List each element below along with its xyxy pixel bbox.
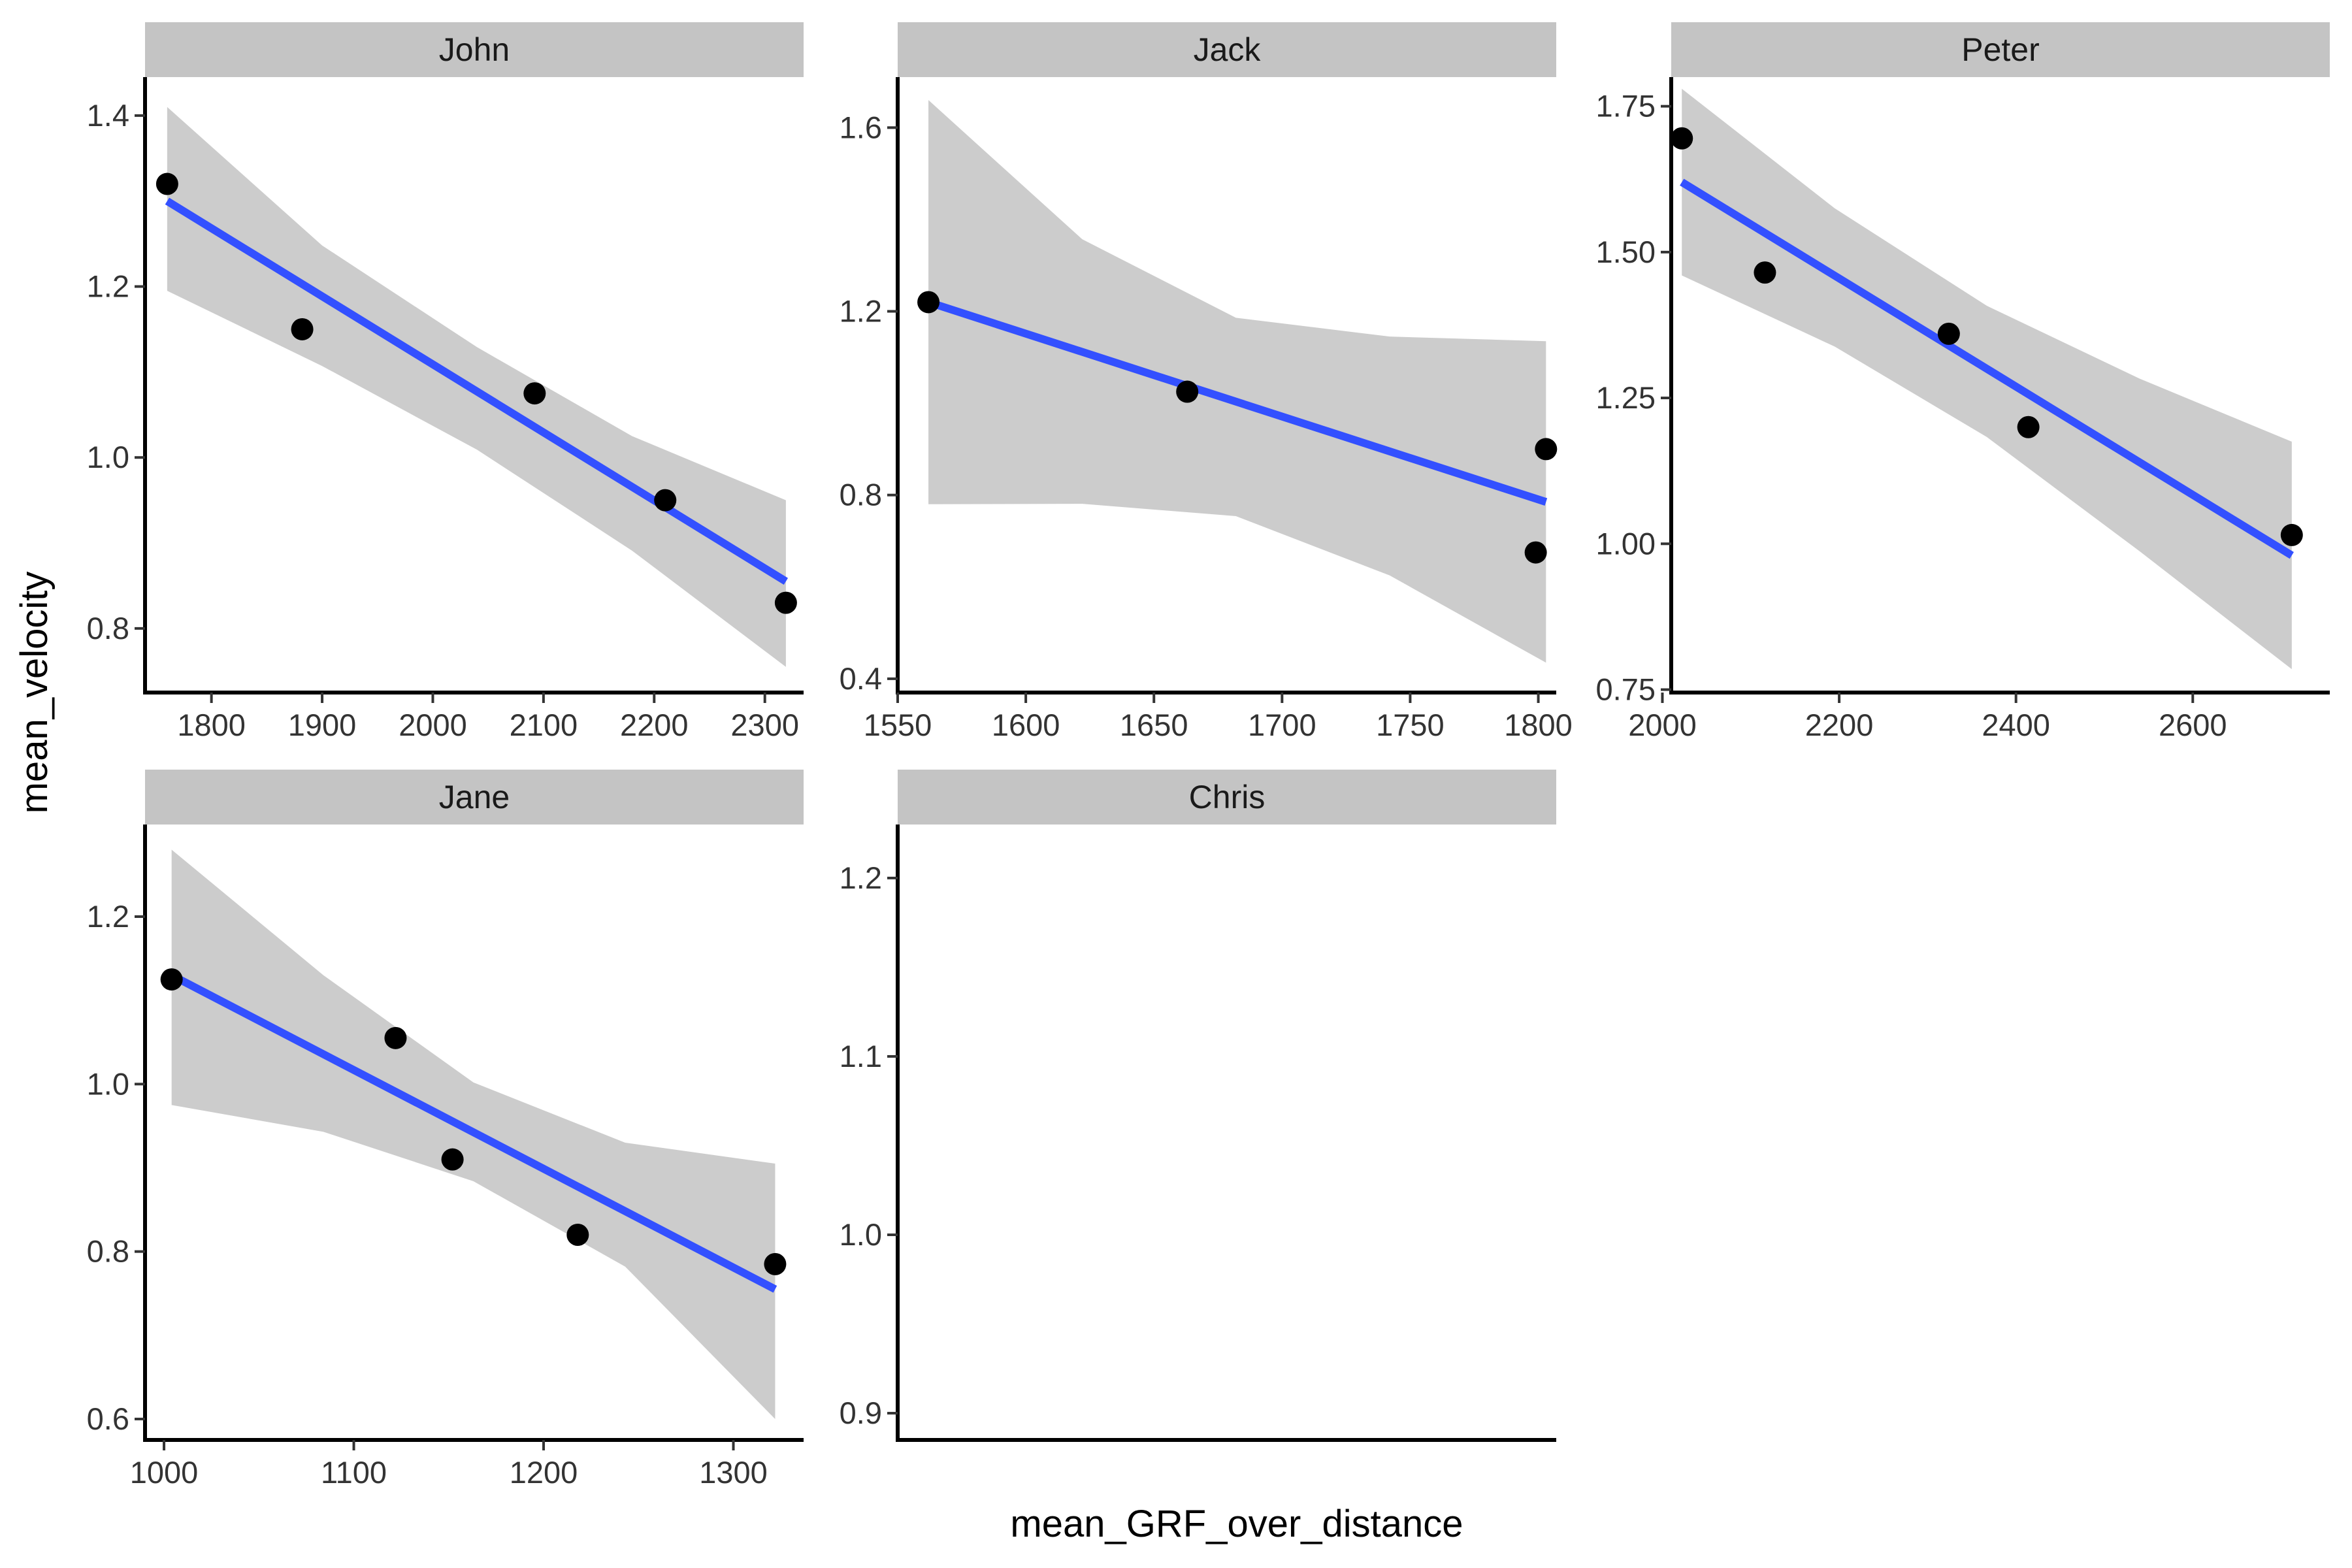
data-point-john-3 xyxy=(523,382,546,405)
data-point-john-1 xyxy=(155,172,178,195)
x-tick-label-peter: 2000 xyxy=(1628,708,1697,742)
facet-strip-label-jane: Jane xyxy=(439,779,510,815)
y-tick-label-chris: 1.1 xyxy=(840,1039,882,1073)
regression-line-john xyxy=(165,197,789,585)
facet-strip-john xyxy=(145,22,804,77)
x-tick-label-john: 1900 xyxy=(288,708,357,742)
x-tick-label-jack: 1800 xyxy=(1504,708,1573,742)
y-tick-label-john: 1.0 xyxy=(87,440,129,474)
regression-line-peter xyxy=(1680,178,2294,559)
x-tick-label-john: 2100 xyxy=(510,708,578,742)
data-point-peter-4 xyxy=(2017,416,2040,438)
facet-strip-jack xyxy=(898,22,1556,77)
y-tick-label-peter: 0.75 xyxy=(1596,672,1656,707)
facet-strip-label-jack: Jack xyxy=(1194,31,1262,68)
x-tick-label-peter: 2600 xyxy=(2159,708,2227,742)
x-tick-label-jane: 1000 xyxy=(130,1455,199,1490)
y-tick-label-peter: 1.00 xyxy=(1596,526,1656,561)
data-point-peter-3 xyxy=(1937,322,1960,345)
facet-strip-label-chris: Chris xyxy=(1189,779,1266,815)
y-tick-label-john: 1.2 xyxy=(87,269,129,304)
x-tick-label-peter: 2200 xyxy=(1805,708,1874,742)
data-point-jack-3 xyxy=(1524,541,1547,564)
facet-panel-jane: Jane 0.6 0.8 1.0 1.2 1000 1100 1200 1300 xyxy=(87,770,804,1490)
data-point-jane-1 xyxy=(160,968,183,991)
y-tick-label-chris: 0.9 xyxy=(840,1396,882,1430)
x-tick-label-jane: 1300 xyxy=(699,1455,768,1490)
data-point-jane-4 xyxy=(566,1224,589,1246)
y-tick-label-jack: 0.8 xyxy=(840,478,882,512)
x-tick-label-jack: 1750 xyxy=(1376,708,1445,742)
y-tick-label-chris: 1.0 xyxy=(840,1217,882,1252)
y-tick-label-jane: 1.0 xyxy=(87,1066,129,1101)
regression-line-jane xyxy=(169,972,777,1293)
data-point-john-2 xyxy=(291,318,314,340)
y-tick-label-peter: 1.50 xyxy=(1596,235,1656,269)
x-tick-label-john: 2300 xyxy=(730,708,799,742)
data-point-john-5 xyxy=(774,591,797,614)
y-tick-label-jack: 1.6 xyxy=(840,110,882,144)
y-tick-label-jane: 0.8 xyxy=(87,1234,129,1269)
x-tick-label-jane: 1200 xyxy=(510,1455,578,1490)
data-point-peter-1 xyxy=(1671,127,1693,150)
data-point-peter-2 xyxy=(1754,261,1776,284)
y-tick-label-peter: 1.25 xyxy=(1596,380,1656,415)
x-tick-label-john: 1800 xyxy=(177,708,246,742)
y-tick-label-john: 1.4 xyxy=(87,98,129,133)
x-tick-label-jack: 1550 xyxy=(864,708,932,742)
confidence-band-peter xyxy=(1682,88,2292,670)
x-tick-label-peter: 2400 xyxy=(1982,708,2050,742)
x-tick-label-jack: 1700 xyxy=(1248,708,1316,742)
y-tick-label-jane: 1.2 xyxy=(87,899,129,934)
facet-panel-jack: Jack 0.4 0.8 1.2 1.6 1550 1600 1650 1700 1750 1800 xyxy=(840,22,1573,742)
facet-strip-chris xyxy=(898,770,1556,825)
data-point-jane-5 xyxy=(764,1252,787,1275)
facet-panel-john: John 0.8 1.0 1.2 1.4 1800 1900 2000 2100 2200 2300 xyxy=(87,22,804,742)
x-tick-label-jack: 1650 xyxy=(1120,708,1188,742)
confidence-band-jack xyxy=(928,100,1546,663)
y-tick-label-john: 0.8 xyxy=(87,611,129,645)
y-tick-label-jack: 1.2 xyxy=(840,294,882,329)
data-point-jack-4 xyxy=(1535,438,1558,461)
x-axis-title: mean_GRF_over_distance xyxy=(1010,1503,1463,1545)
y-tick-label-chris: 1.2 xyxy=(840,860,882,895)
x-tick-label-john: 2200 xyxy=(620,708,689,742)
y-axis-title: mean_velocity xyxy=(13,572,56,814)
facet-strip-label-john: John xyxy=(439,31,510,68)
facet-strip-jane xyxy=(145,770,804,825)
data-point-jack-1 xyxy=(917,291,940,314)
facet-strip-peter xyxy=(1671,22,2330,77)
regression-line-jack xyxy=(927,298,1548,506)
data-point-jane-3 xyxy=(441,1148,464,1171)
y-tick-label-jack: 0.4 xyxy=(840,661,882,696)
facet-panel-peter: Peter 0.75 1.00 1.25 1.50 1.75 2000 2200 2400 260… xyxy=(1596,22,2330,742)
data-point-peter-5 xyxy=(2280,523,2303,546)
x-tick-label-jack: 1600 xyxy=(992,708,1060,742)
facet-panel-chris: Chris 0.9 1.0 1.1 1.2 xyxy=(840,770,1556,1442)
x-tick-label-jane: 1100 xyxy=(321,1455,387,1490)
x-tick-label-john: 2000 xyxy=(399,708,467,742)
data-point-jane-2 xyxy=(384,1026,407,1049)
y-tick-label-jane: 0.6 xyxy=(87,1401,129,1436)
facet-strip-label-peter: Peter xyxy=(1961,31,2040,68)
y-tick-label-peter: 1.75 xyxy=(1596,89,1656,123)
data-point-jack-2 xyxy=(1176,380,1199,403)
data-point-john-4 xyxy=(654,489,677,512)
